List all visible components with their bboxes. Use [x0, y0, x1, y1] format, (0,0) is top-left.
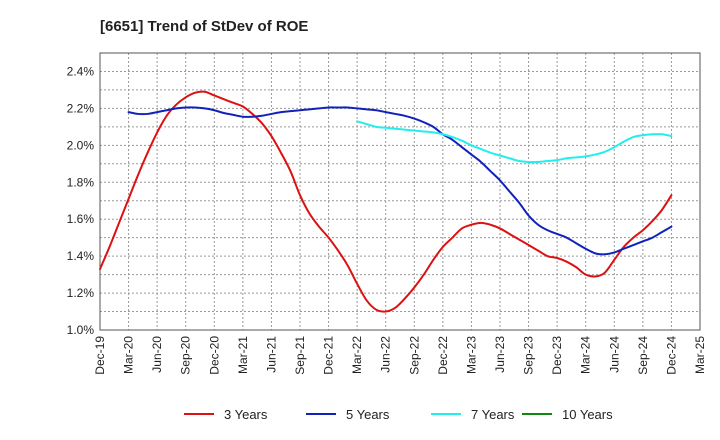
y-tick-label: 1.2%	[67, 286, 95, 300]
legend-label: 3 Years	[224, 407, 268, 422]
series-line-3	[356, 120, 673, 164]
x-tick-label: Jun-21	[264, 336, 278, 373]
x-tick-label: Mar-23	[464, 336, 478, 374]
x-tick-label: Dec-19	[93, 336, 107, 375]
x-tick-label: Jun-22	[379, 336, 393, 373]
series-line-2	[127, 106, 673, 256]
series-line-1	[99, 90, 673, 313]
y-tick-label: 1.8%	[67, 175, 95, 189]
y-tick-label: 1.4%	[67, 249, 95, 263]
plot-frame	[99, 52, 701, 331]
y-axis-ticks: 1.0% 1.2% 1.4% 1.6% 1.8% 2.0% 2.2% 2.4%	[67, 64, 95, 337]
series-lines	[99, 90, 673, 313]
legend-label: 5 Years	[346, 407, 390, 422]
x-tick-label: Sep-21	[293, 336, 307, 375]
y-tick-label: 2.4%	[67, 64, 95, 78]
x-tick-label: Mar-24	[579, 336, 593, 374]
x-tick-label: Jun-23	[493, 336, 507, 373]
x-tick-label: Jun-20	[150, 336, 164, 373]
legend-label: 7 Years	[471, 407, 515, 422]
x-tick-label: Sep-20	[179, 336, 193, 375]
x-tick-label: Dec-22	[436, 336, 450, 375]
x-axis-ticks: Dec-19 Mar-20 Jun-20 Sep-20 Dec-20 Mar-21 Jun-…	[93, 336, 707, 375]
chart-title: [6651] Trend of StDev of ROE	[100, 18, 308, 35]
x-tick-label: Dec-21	[322, 336, 336, 375]
plot-border	[99, 52, 701, 331]
x-tick-label: Mar-21	[236, 336, 250, 374]
legend: 3 Years 5 Years 7 Years 10 Years	[184, 407, 613, 422]
x-tick-label: Sep-23	[522, 336, 536, 375]
y-tick-label: 1.6%	[67, 212, 95, 226]
x-tick-label: Mar-22	[350, 336, 364, 374]
y-tick-label: 2.0%	[67, 138, 95, 152]
y-tick-label: 1.0%	[67, 323, 95, 337]
x-tick-label: Dec-20	[207, 336, 221, 375]
grid	[99, 52, 701, 331]
x-tick-label: Mar-25	[693, 336, 707, 374]
x-tick-label: Sep-24	[636, 336, 650, 375]
x-tick-label: Dec-23	[550, 336, 564, 375]
legend-label: 10 Years	[562, 407, 613, 422]
x-tick-label: Jun-24	[607, 336, 621, 373]
x-tick-label: Sep-22	[407, 336, 421, 375]
x-tick-label: Mar-20	[122, 336, 136, 374]
x-tick-label: Dec-24	[664, 336, 678, 375]
y-tick-label: 2.2%	[67, 101, 95, 115]
